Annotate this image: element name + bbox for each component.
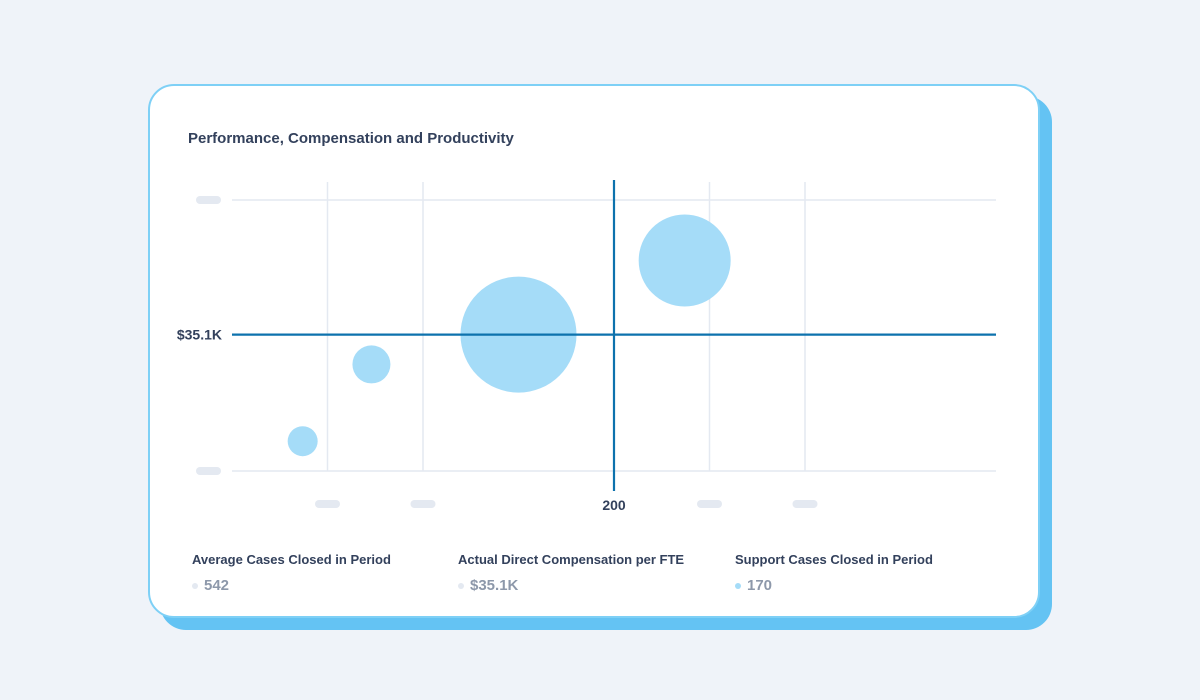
reference-y-label: $35.1K [177, 327, 222, 343]
bubble [352, 345, 391, 384]
reference-x-label: 200 [602, 497, 626, 513]
chart-title: Performance, Compensation and Productivi… [188, 130, 514, 147]
legend-dot [458, 582, 464, 589]
x-tick-placeholder [410, 500, 436, 508]
stat-value-row: 170 [735, 577, 933, 594]
x-tick-placeholder [792, 500, 818, 508]
stat-label: Average Cases Closed in Period [192, 552, 391, 567]
y-tick-placeholder [196, 467, 221, 475]
bubble [287, 426, 318, 457]
bubble [638, 214, 731, 307]
chart-card: Performance, Compensation and Productivi… [148, 84, 1040, 618]
stat-label: Support Cases Closed in Period [735, 552, 933, 567]
legend-dot [735, 582, 741, 589]
tick-layer [196, 196, 818, 508]
stat-value: 170 [747, 577, 773, 594]
x-tick-placeholder [315, 500, 340, 508]
stat-support-cases: Support Cases Closed in Period 170 [735, 552, 933, 594]
stat-label: Actual Direct Compensation per FTE [458, 552, 685, 567]
stat-average-cases: Average Cases Closed in Period 542 [192, 552, 391, 594]
stat-value: 542 [204, 577, 230, 594]
x-tick-placeholder [697, 500, 722, 508]
bubble-chart: 200 $35.1K [177, 180, 996, 513]
stat-value-row: 542 [192, 577, 391, 594]
stat-value-row: $35.1K [458, 577, 684, 594]
stat-compensation: Actual Direct Compensation per FTE $35.1… [458, 552, 684, 594]
stat-value: $35.1K [470, 577, 519, 594]
y-tick-placeholder [196, 196, 221, 204]
legend-dot [192, 582, 198, 589]
reference-lines [232, 180, 996, 491]
